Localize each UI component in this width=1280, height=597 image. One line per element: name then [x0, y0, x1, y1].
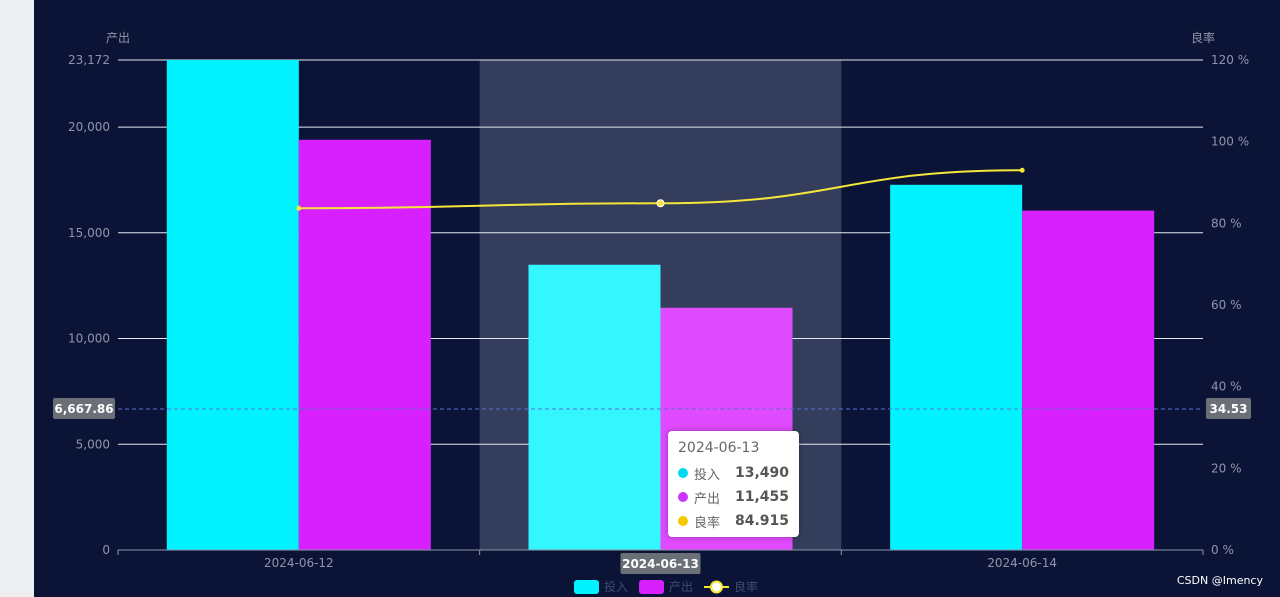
tooltip-dot-rate: [678, 516, 688, 526]
y-left-tick-label: 23,172: [68, 53, 110, 67]
hover-category-label: 2024-06-13: [622, 557, 699, 571]
tooltip-dot-output: [678, 492, 688, 502]
credit-text: CSDN @Imency: [1177, 574, 1264, 587]
tooltip-row-input: 投入 13,490: [678, 461, 789, 485]
bar-output-2024-06-12[interactable]: [298, 139, 431, 551]
legend-label-2[interactable]: 良率: [734, 579, 758, 594]
tooltip-row-rate: 良率 84.915: [678, 509, 789, 533]
bar-output-2024-06-14[interactable]: [1022, 210, 1155, 550]
hover-category-box: [620, 553, 701, 574]
tooltip-name-output: 产出: [694, 491, 721, 507]
crosshair: 6,667.86 34.53 2024-06-13: [53, 398, 1251, 574]
x-category-label: 2024-06-12: [264, 556, 334, 570]
y-right-tick-label: 60 %: [1211, 298, 1242, 312]
tooltip-name-rate: 良率: [694, 515, 721, 531]
legend-label-0[interactable]: 投入: [604, 579, 628, 594]
crosshair-left-box: [53, 398, 115, 420]
tooltip-title: 2024-06-13: [678, 440, 760, 456]
y-right-tick-label: 20 %: [1211, 461, 1242, 475]
bar-series[interactable]: [166, 60, 1155, 551]
tooltip-row-output: 产出 11,455: [678, 485, 789, 509]
bar-input-2024-06-13[interactable]: [528, 264, 661, 550]
legend[interactable]: 投入 产出 良率: [574, 579, 758, 594]
y-left-axis-name: 产出: [106, 31, 130, 45]
y-right-tick-label: 0 %: [1211, 543, 1234, 557]
tooltip-name-input: 投入: [694, 467, 721, 483]
bar-input-2024-06-14[interactable]: [890, 184, 1023, 550]
tooltip-value-input: 13,490: [734, 465, 789, 481]
crosshair-right-box: [1206, 398, 1251, 420]
y-left-tick-label: 5,000: [76, 437, 110, 451]
y-right-tick-label: 120 %: [1211, 53, 1249, 67]
y-right-axis-name: 良率: [1191, 30, 1215, 45]
rate-line-series[interactable]: [296, 167, 1025, 211]
y-right-tick-label: 80 %: [1211, 216, 1242, 230]
legend-swatch-rate-dot[interactable]: [710, 580, 723, 594]
rate-point-2024-06-12[interactable]: [296, 205, 302, 211]
tooltip: 2024-06-13 投入 13,490 产出 11,455 良率 84.915: [668, 431, 799, 537]
y-left-tick-label: 0: [102, 543, 110, 557]
y-right-tick-label: 100 %: [1211, 135, 1249, 149]
tooltip-value-rate: 84.915: [734, 513, 789, 529]
legend-label-1[interactable]: 产出: [669, 580, 693, 594]
y-left-tick-label: 10,000: [68, 332, 110, 346]
y-left-tick-label: 15,000: [68, 226, 110, 240]
tooltip-dot-input: [678, 468, 688, 478]
crosshair-left-label: 6,667.86: [54, 402, 113, 416]
bar-input-2024-06-12[interactable]: [166, 60, 299, 550]
crosshair-right-label: 34.53: [1210, 402, 1248, 416]
rate-point-2024-06-14[interactable]: [1019, 167, 1025, 173]
rate-point-2024-06-13[interactable]: [656, 199, 665, 208]
legend-swatch-input[interactable]: [574, 580, 599, 594]
y-right-tick-label: 40 %: [1211, 380, 1242, 394]
y-left-tick-label: 20,000: [68, 120, 110, 134]
legend-swatch-output[interactable]: [639, 580, 664, 594]
tooltip-value-output: 11,455: [734, 489, 789, 505]
axes: 0 5,000 10,000 15,000 20,000 23,172 0 % 20 % 40 …: [68, 30, 1249, 570]
x-category-label: 2024-06-14: [987, 556, 1057, 570]
